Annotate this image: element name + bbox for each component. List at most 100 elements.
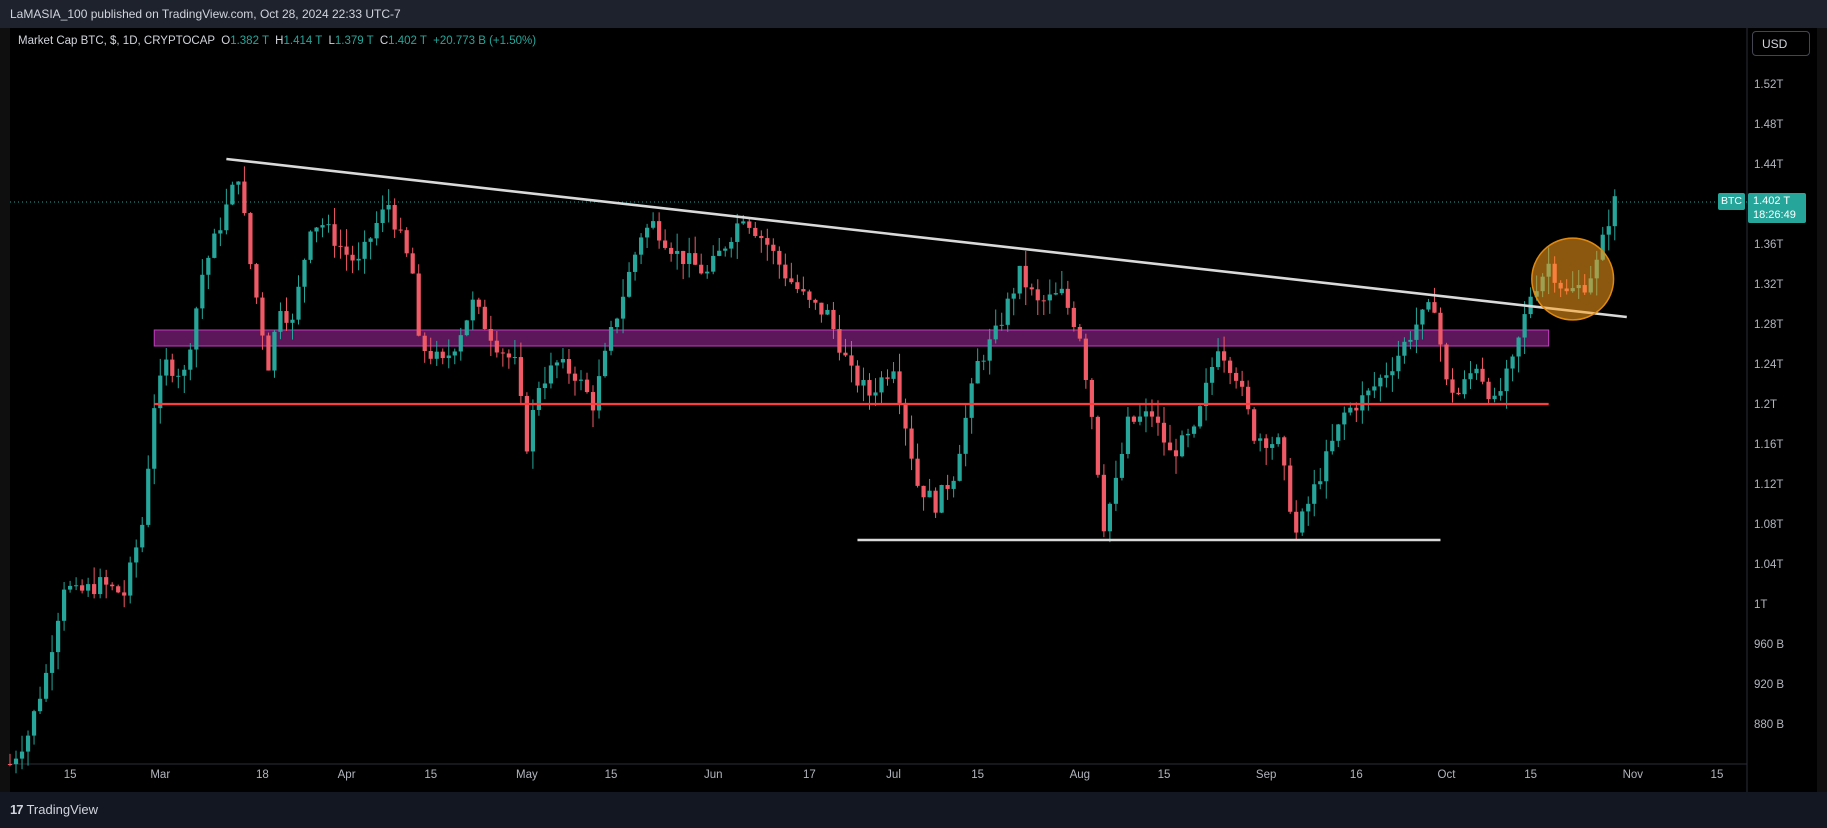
candle-body	[885, 377, 890, 379]
candle-body	[1077, 326, 1082, 339]
candle	[49, 635, 55, 691]
candle	[1113, 460, 1119, 512]
candle-body	[470, 299, 475, 321]
candle-body	[626, 271, 632, 297]
candle-body	[1366, 390, 1371, 396]
y-tick-label: 1.32T	[1754, 279, 1783, 291]
candle-body	[1107, 503, 1113, 532]
x-tick-label: 15	[971, 769, 984, 781]
candle-body	[1510, 356, 1515, 369]
candle	[975, 348, 980, 384]
candle-body	[104, 577, 109, 585]
y-tick-label: 1.28T	[1754, 319, 1783, 331]
candle-body	[55, 620, 61, 653]
published-header: LaMASIA_100 published on TradingView.com…	[10, 7, 401, 21]
candle	[428, 337, 433, 365]
candle	[578, 370, 584, 391]
symbol-label[interactable]: Market Cap BTC, $, 1D, CRYPTOCAP	[18, 35, 215, 47]
high-value: 1.414 T	[283, 35, 323, 47]
candle	[1155, 400, 1161, 436]
candle-body	[1600, 234, 1605, 260]
candle-body	[620, 296, 626, 319]
price-chart[interactable]: 880 B 920 B 960 B 1T 1.04T 1.08T 1.12T 1.16T 1.2…	[0, 0, 1827, 792]
candle-body	[1137, 416, 1143, 422]
candle	[344, 229, 349, 271]
candle-body	[747, 221, 752, 228]
candle	[644, 223, 650, 248]
candle-body	[404, 230, 409, 254]
candle	[879, 371, 884, 404]
candle-body	[1294, 511, 1299, 533]
candle-body	[1420, 309, 1425, 325]
candle-body	[1282, 437, 1287, 466]
candle-body	[1336, 424, 1341, 441]
candle	[1197, 403, 1203, 429]
candle	[224, 188, 229, 235]
candle	[1294, 500, 1299, 541]
x-tick-label: 16	[1350, 769, 1363, 781]
y-tick-label: 1T	[1754, 599, 1767, 611]
candle	[1300, 508, 1305, 536]
candle	[819, 302, 824, 323]
candle-body	[1402, 341, 1407, 356]
candle-body	[590, 392, 596, 411]
candle-body	[1396, 355, 1401, 372]
candle-body	[25, 735, 31, 752]
candle-body	[206, 257, 211, 275]
candle	[1606, 209, 1611, 251]
candle	[554, 360, 560, 379]
candle	[939, 484, 944, 514]
candle-body	[945, 485, 950, 489]
candle-body	[873, 392, 878, 396]
candle-body	[608, 327, 614, 351]
candle	[446, 339, 451, 369]
candle-body	[1480, 368, 1485, 382]
candle	[614, 317, 620, 334]
candle	[92, 567, 97, 599]
candle	[362, 230, 367, 274]
candle	[1336, 423, 1341, 448]
candle	[290, 313, 295, 340]
candle-body	[296, 286, 301, 320]
candle	[584, 372, 590, 394]
candle	[795, 274, 800, 294]
candle	[1083, 333, 1088, 389]
candle-body	[651, 221, 656, 228]
tradingview-logo[interactable]: 17 TradingView	[10, 802, 98, 817]
candle	[807, 289, 812, 309]
highlight-circle	[1531, 237, 1615, 321]
candle-body	[1414, 324, 1419, 340]
candle	[434, 340, 439, 366]
candle-body	[1246, 386, 1251, 410]
candle	[1209, 357, 1215, 395]
candle	[494, 331, 499, 358]
last-price-badge: 1.402 T 18:26:49	[1748, 193, 1806, 223]
candle-body	[891, 371, 896, 379]
candle	[1396, 340, 1401, 379]
candle	[7, 753, 13, 767]
candle	[1366, 388, 1371, 411]
candle	[404, 227, 409, 257]
candle-body	[903, 402, 908, 429]
candle	[693, 236, 698, 266]
candle-body	[765, 238, 770, 245]
candle	[1432, 287, 1437, 314]
candle	[1191, 424, 1197, 438]
candle	[1288, 457, 1293, 514]
candle	[626, 262, 632, 298]
y-tick-label: 1.36T	[1754, 239, 1783, 251]
candle-body	[1450, 379, 1455, 393]
candle	[873, 378, 878, 406]
candle-body	[566, 359, 572, 374]
candle	[80, 579, 85, 594]
candle	[170, 353, 175, 383]
candle-body	[741, 221, 746, 224]
candle-body	[272, 331, 277, 371]
currency-button[interactable]: USD	[1752, 31, 1810, 56]
x-tick-label: 17	[803, 769, 816, 781]
candle-body	[843, 352, 848, 356]
candle	[55, 612, 61, 670]
candle-body	[512, 357, 517, 359]
candle-body	[933, 490, 938, 513]
candle-body	[230, 184, 235, 205]
